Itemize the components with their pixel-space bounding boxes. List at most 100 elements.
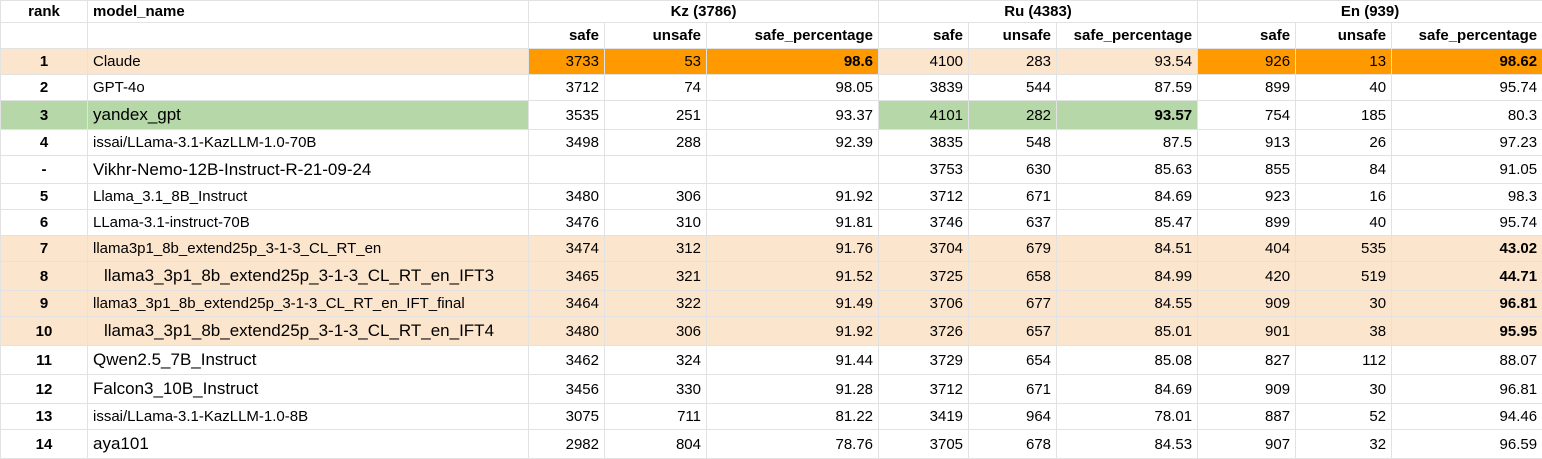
model-name-cell[interactable]: Claude bbox=[87, 48, 529, 75]
header-model-name[interactable]: model_name bbox=[87, 0, 529, 23]
en-safe-percentage-cell[interactable]: 96.59 bbox=[1391, 429, 1542, 459]
kz-safe-percentage-cell[interactable]: 91.92 bbox=[705, 316, 880, 346]
en-safe-percentage-cell[interactable]: 98.3 bbox=[1391, 183, 1542, 210]
model-name-cell[interactable]: llama3_3p1_8b_extend25p_3-1-3_CL_RT_en_I… bbox=[87, 261, 529, 291]
rank-cell[interactable]: 6 bbox=[0, 209, 88, 236]
header-ru[interactable]: Ru (4383) bbox=[878, 0, 1199, 23]
ru-safe-percentage-cell[interactable]: 84.69 bbox=[1056, 374, 1199, 404]
rank-cell[interactable]: 8 bbox=[0, 261, 88, 291]
ru-safe-percentage-cell[interactable]: 85.08 bbox=[1056, 345, 1199, 375]
kz-safe-cell[interactable]: 3712 bbox=[528, 74, 605, 101]
ru-safe-cell[interactable]: 3729 bbox=[878, 345, 970, 375]
kz-unsafe-cell[interactable]: 804 bbox=[604, 429, 707, 459]
ru-safe-percentage-cell[interactable]: 78.01 bbox=[1056, 403, 1199, 430]
kz-safe-cell[interactable]: 2982 bbox=[528, 429, 605, 459]
header-blank-cell[interactable] bbox=[0, 22, 88, 49]
en-unsafe-cell[interactable]: 185 bbox=[1295, 100, 1393, 130]
ru-safe-percentage-cell[interactable]: 87.59 bbox=[1056, 74, 1199, 101]
kz-unsafe-cell[interactable]: 324 bbox=[604, 345, 707, 375]
rank-cell[interactable]: 13 bbox=[0, 403, 88, 430]
header-en[interactable]: En (939) bbox=[1197, 0, 1542, 23]
en-safe-percentage-cell[interactable]: 44.71 bbox=[1391, 261, 1542, 291]
rank-cell[interactable]: 9 bbox=[0, 290, 88, 317]
model-name-cell[interactable]: llama3p1_8b_extend25p_3-1-3_CL_RT_en bbox=[87, 235, 529, 262]
model-name-cell[interactable]: LLama-3.1-instruct-70B bbox=[87, 209, 529, 236]
en-safe-cell[interactable]: 827 bbox=[1197, 345, 1297, 375]
header-kz-safe-percentage[interactable]: safe_percentage bbox=[705, 22, 880, 49]
en-safe-cell[interactable]: 901 bbox=[1197, 316, 1297, 346]
en-unsafe-cell[interactable]: 38 bbox=[1295, 316, 1393, 346]
ru-safe-cell[interactable]: 3706 bbox=[878, 290, 970, 317]
kz-safe-percentage-cell[interactable]: 91.49 bbox=[705, 290, 880, 317]
en-unsafe-cell[interactable]: 16 bbox=[1295, 183, 1393, 210]
header-en-safe[interactable]: safe bbox=[1197, 22, 1297, 49]
en-safe-cell[interactable]: 907 bbox=[1197, 429, 1297, 459]
ru-safe-percentage-cell[interactable]: 85.63 bbox=[1056, 155, 1199, 184]
en-safe-cell[interactable]: 855 bbox=[1197, 155, 1297, 184]
en-safe-percentage-cell[interactable]: 98.62 bbox=[1391, 48, 1542, 75]
en-unsafe-cell[interactable]: 32 bbox=[1295, 429, 1393, 459]
ru-unsafe-cell[interactable]: 283 bbox=[968, 48, 1058, 75]
model-name-cell[interactable]: yandex_gpt bbox=[87, 100, 529, 130]
rank-cell[interactable]: 10 bbox=[0, 316, 88, 346]
en-safe-cell[interactable]: 913 bbox=[1197, 129, 1297, 156]
kz-safe-percentage-cell[interactable]: 91.52 bbox=[705, 261, 880, 291]
kz-safe-percentage-cell[interactable]: 91.28 bbox=[705, 374, 880, 404]
ru-safe-percentage-cell[interactable]: 84.51 bbox=[1056, 235, 1199, 262]
ru-unsafe-cell[interactable]: 671 bbox=[968, 183, 1058, 210]
rank-cell[interactable]: 11 bbox=[0, 345, 88, 375]
ru-safe-cell[interactable]: 3839 bbox=[878, 74, 970, 101]
en-safe-percentage-cell[interactable]: 96.81 bbox=[1391, 374, 1542, 404]
ru-safe-cell[interactable]: 3746 bbox=[878, 209, 970, 236]
ru-safe-cell[interactable]: 3753 bbox=[878, 155, 970, 184]
ru-safe-cell[interactable]: 3712 bbox=[878, 374, 970, 404]
header-kz-safe[interactable]: safe bbox=[528, 22, 605, 49]
model-name-cell[interactable]: Vikhr-Nemo-12B-Instruct-R-21-09-24 bbox=[87, 155, 529, 184]
model-name-cell[interactable]: Falcon3_10B_Instruct bbox=[87, 374, 529, 404]
ru-safe-percentage-cell[interactable]: 84.69 bbox=[1056, 183, 1199, 210]
kz-unsafe-cell[interactable]: 306 bbox=[604, 183, 707, 210]
model-name-cell[interactable]: llama3_3p1_8b_extend25p_3-1-3_CL_RT_en_I… bbox=[87, 290, 529, 317]
ru-unsafe-cell[interactable]: 964 bbox=[968, 403, 1058, 430]
kz-unsafe-cell[interactable]: 251 bbox=[604, 100, 707, 130]
en-safe-percentage-cell[interactable]: 95.74 bbox=[1391, 209, 1542, 236]
kz-unsafe-cell[interactable]: 310 bbox=[604, 209, 707, 236]
en-unsafe-cell[interactable]: 112 bbox=[1295, 345, 1393, 375]
ru-unsafe-cell[interactable]: 657 bbox=[968, 316, 1058, 346]
en-safe-cell[interactable]: 420 bbox=[1197, 261, 1297, 291]
kz-safe-cell[interactable] bbox=[528, 155, 605, 184]
kz-safe-cell[interactable]: 3480 bbox=[528, 183, 605, 210]
en-safe-percentage-cell[interactable]: 94.46 bbox=[1391, 403, 1542, 430]
ru-safe-cell[interactable]: 3835 bbox=[878, 129, 970, 156]
en-unsafe-cell[interactable]: 519 bbox=[1295, 261, 1393, 291]
ru-unsafe-cell[interactable]: 679 bbox=[968, 235, 1058, 262]
kz-safe-percentage-cell[interactable]: 78.76 bbox=[705, 429, 880, 459]
kz-safe-percentage-cell[interactable]: 93.37 bbox=[705, 100, 880, 130]
ru-safe-cell[interactable]: 4101 bbox=[878, 100, 970, 130]
rank-cell[interactable]: 14 bbox=[0, 429, 88, 459]
model-name-cell[interactable]: llama3_3p1_8b_extend25p_3-1-3_CL_RT_en_I… bbox=[87, 316, 529, 346]
en-safe-cell[interactable]: 404 bbox=[1197, 235, 1297, 262]
kz-unsafe-cell[interactable]: 322 bbox=[604, 290, 707, 317]
ru-safe-cell[interactable]: 3419 bbox=[878, 403, 970, 430]
kz-safe-percentage-cell[interactable]: 81.22 bbox=[705, 403, 880, 430]
header-ru-unsafe[interactable]: unsafe bbox=[968, 22, 1058, 49]
en-safe-percentage-cell[interactable]: 95.95 bbox=[1391, 316, 1542, 346]
ru-safe-percentage-cell[interactable]: 87.5 bbox=[1056, 129, 1199, 156]
kz-unsafe-cell[interactable]: 330 bbox=[604, 374, 707, 404]
kz-unsafe-cell[interactable]: 321 bbox=[604, 261, 707, 291]
header-rank[interactable]: rank bbox=[0, 0, 88, 23]
model-name-cell[interactable]: issai/LLama-3.1-KazLLM-1.0-8B bbox=[87, 403, 529, 430]
model-name-cell[interactable]: Llama_3.1_8B_Instruct bbox=[87, 183, 529, 210]
en-unsafe-cell[interactable]: 535 bbox=[1295, 235, 1393, 262]
ru-safe-cell[interactable]: 3712 bbox=[878, 183, 970, 210]
header-en-unsafe[interactable]: unsafe bbox=[1295, 22, 1393, 49]
kz-safe-percentage-cell[interactable]: 91.81 bbox=[705, 209, 880, 236]
header-en-safe-percentage[interactable]: safe_percentage bbox=[1391, 22, 1542, 49]
kz-safe-percentage-cell[interactable] bbox=[705, 155, 880, 184]
ru-unsafe-cell[interactable]: 548 bbox=[968, 129, 1058, 156]
header-kz[interactable]: Kz (3786) bbox=[527, 0, 880, 23]
kz-safe-cell[interactable]: 3480 bbox=[528, 316, 605, 346]
en-safe-percentage-cell[interactable]: 91.05 bbox=[1391, 155, 1542, 184]
en-safe-cell[interactable]: 926 bbox=[1197, 48, 1297, 75]
